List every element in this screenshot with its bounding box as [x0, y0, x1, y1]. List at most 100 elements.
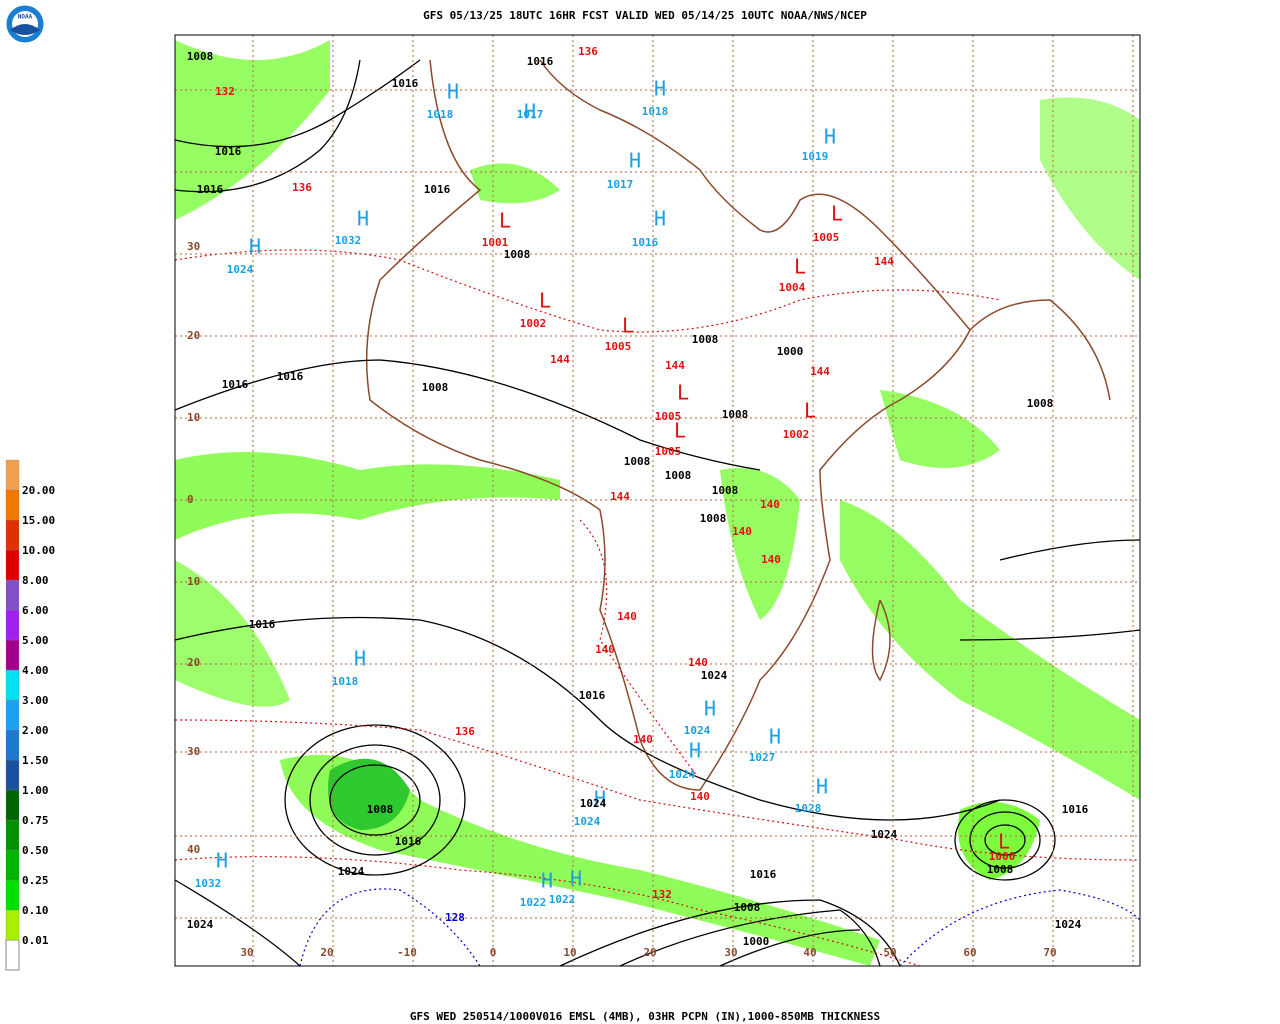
- high-symbol: H: [689, 739, 701, 763]
- decor: [174, 40, 1141, 967]
- thickness-label: 140: [617, 610, 637, 623]
- isobar-label: 1016: [424, 183, 451, 196]
- high-value: 1027: [749, 751, 776, 764]
- thickness-label: 144: [810, 365, 830, 378]
- low-symbol: L: [539, 289, 551, 313]
- lon-label: 70: [1043, 946, 1056, 959]
- legend-label: 2.00: [22, 724, 49, 737]
- high-value: 1016: [632, 236, 659, 249]
- isobar-label: 1024: [338, 865, 365, 878]
- thickness-label: 140: [761, 553, 781, 566]
- thickness-label: 140: [688, 656, 708, 669]
- high-symbol: H: [769, 725, 781, 749]
- high-symbol: H: [357, 207, 369, 231]
- high-value: 1018: [427, 108, 454, 121]
- low-value: 1005: [605, 340, 632, 353]
- high-value: 1022: [549, 893, 576, 906]
- high-symbol: H: [654, 77, 666, 101]
- legend-label: 0.75: [22, 814, 49, 827]
- isobar-label: 1016: [277, 370, 304, 383]
- thickness-label: 144: [550, 353, 570, 366]
- low-symbol: L: [622, 314, 634, 338]
- high-value: 1018: [642, 105, 669, 118]
- legend-label: 0.10: [22, 904, 49, 917]
- lat-label: 40: [187, 843, 200, 856]
- low-symbol: L: [499, 209, 511, 233]
- isobar-label: 1024: [871, 828, 898, 841]
- high-symbol: H: [594, 787, 606, 811]
- legend-label: 3.00: [22, 694, 49, 707]
- low-symbol: L: [804, 399, 816, 423]
- footer: GFS WED 250514/1000V016 EMSL (4MB), 03HR…: [410, 1010, 880, 1023]
- isobar-label: 1008: [734, 901, 761, 914]
- isobar-label: 1016: [392, 77, 419, 90]
- grid: [175, 35, 1140, 966]
- thickness-label: 140: [760, 498, 780, 511]
- lon-label: 20: [643, 946, 656, 959]
- thickness-label: 144: [665, 359, 685, 372]
- legend-box: [5, 489, 20, 521]
- lon-label: 0: [490, 946, 497, 959]
- isobar-label: 1008: [692, 333, 719, 346]
- low-value: 1005: [655, 445, 682, 458]
- legend-label: 5.00: [22, 634, 49, 647]
- lat-label: 10: [187, 411, 200, 424]
- isobar-label: 1008: [624, 455, 651, 468]
- isobar-label: 1024: [701, 669, 728, 682]
- legend: 0.01 0.10 0.25 0.50 0.75 1.00 1.50 2.00 3.00 4.00…: [5, 459, 55, 971]
- logo-text: NOAA: [18, 14, 33, 21]
- legend-box: [5, 849, 20, 881]
- lon-label: 40: [803, 946, 816, 959]
- isobar-label: 1016: [222, 378, 249, 391]
- high-symbol: H: [704, 697, 716, 721]
- low-value: 1005: [813, 231, 840, 244]
- isobar-label: 1008: [504, 248, 531, 261]
- isobar-label: 1008: [987, 863, 1014, 876]
- high-value: 1018: [332, 675, 359, 688]
- legend-box: [5, 519, 20, 551]
- legend-label: 4.00: [22, 664, 49, 677]
- high-value: 1024: [669, 768, 696, 781]
- thickness-label: 144: [874, 255, 894, 268]
- isobar-label: 1008: [422, 381, 449, 394]
- isobar-label: 1016: [197, 183, 224, 196]
- high-value: 1017: [607, 178, 634, 191]
- thickness-label: 140: [690, 790, 710, 803]
- isobar-label: 1008: [187, 50, 214, 63]
- legend-label: 8.00: [22, 574, 49, 587]
- isobar-label: 1008: [665, 469, 692, 482]
- low-value: 1002: [520, 317, 547, 330]
- legend-box: [5, 609, 20, 641]
- low-symbol: L: [674, 419, 686, 443]
- high-symbol: H: [524, 100, 536, 124]
- isobar-label: 1000: [743, 935, 770, 948]
- legend-label: 0.50: [22, 844, 49, 857]
- lat-label: 20: [187, 656, 200, 669]
- thickness-label: 144: [610, 490, 630, 503]
- high-symbol: H: [816, 775, 828, 799]
- legend-label: 15.00: [22, 514, 55, 527]
- legend-box: [5, 819, 20, 851]
- low-value: 1001: [482, 236, 509, 249]
- high-symbol: H: [654, 207, 666, 231]
- high-symbol: H: [249, 235, 261, 259]
- low-symbol: L: [831, 202, 843, 226]
- lon-label: 30: [240, 946, 253, 959]
- legend-box: [5, 639, 20, 671]
- lat-label: 30: [187, 745, 200, 758]
- legend-label: 0.25: [22, 874, 49, 887]
- isobar-label: 1000: [777, 345, 804, 358]
- legend-box: [5, 459, 20, 491]
- isobar-label: 1008: [700, 512, 727, 525]
- lat-label: 20: [187, 329, 200, 342]
- thickness-label: 136: [455, 725, 475, 738]
- legend-box: [5, 939, 20, 971]
- lon-label: 60: [963, 946, 976, 959]
- legend-box: [5, 909, 20, 941]
- legend-box: [5, 549, 20, 581]
- high-symbol: H: [447, 80, 459, 104]
- legend-box: [5, 879, 20, 911]
- thickness-label: 132: [652, 888, 672, 901]
- lat-label: 10: [187, 575, 200, 588]
- high-value: 1028: [795, 802, 822, 815]
